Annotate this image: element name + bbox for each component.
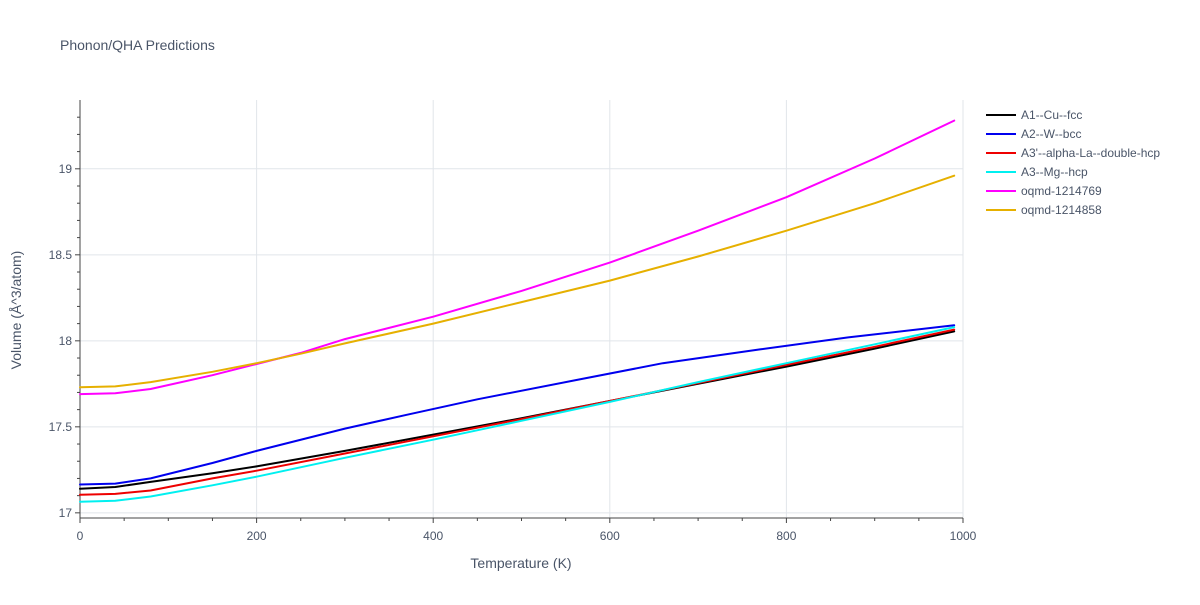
legend-label: oqmd-1214769 [1021,184,1102,198]
legend-item[interactable]: oqmd-1214769 [986,184,1102,198]
legend-label: A3'--alpha-La--double-hcp [1021,146,1160,160]
legend-item[interactable]: A3'--alpha-La--double-hcp [986,146,1160,160]
legend-item[interactable]: A3--Mg--hcp [986,165,1088,179]
x-axis-label: Temperature (K) [470,555,571,571]
series-line-3 [79,326,956,503]
legend-item[interactable]: A1--Cu--fcc [986,108,1082,122]
series-line-0 [79,330,956,490]
x-tick-label: 1000 [950,529,977,543]
x-tick-label: 200 [247,529,267,543]
legend-label: A3--Mg--hcp [1021,165,1088,179]
y-tick-label: 18.5 [49,248,73,262]
y-axis-label: Volume (Å^3/atom) [8,251,24,370]
axes [75,100,964,523]
y-tick-label: 18 [59,334,73,348]
series-line-2 [79,328,956,496]
series-line-4 [79,119,956,396]
x-tick-label: 600 [600,529,620,543]
chart-title: Phonon/QHA Predictions [60,37,215,53]
x-tick-label: 400 [423,529,443,543]
legend-label: oqmd-1214858 [1021,203,1102,217]
legend-label: A2--W--bcc [1021,127,1081,141]
legend-item[interactable]: A2--W--bcc [986,127,1081,141]
grid-lines [80,100,964,518]
x-tick-label: 800 [776,529,796,543]
legend[interactable]: A1--Cu--fcc A2--W--bcc A3'--alpha-La--doub… [986,108,1160,217]
x-tick-label: 0 [77,529,84,543]
legend-item[interactable]: oqmd-1214858 [986,203,1102,217]
y-tick-label: 19 [59,162,73,176]
series-line-1 [79,324,956,486]
legend-label: A1--Cu--fcc [1021,108,1082,122]
y-tick-label: 17.5 [49,420,73,434]
tick-labels: 0 200 400 600 800 1000 17 17.5 18 18.5 19 [49,162,977,543]
y-tick-label: 17 [59,506,73,520]
series-lines [79,119,956,503]
series-line-5 [79,174,956,389]
